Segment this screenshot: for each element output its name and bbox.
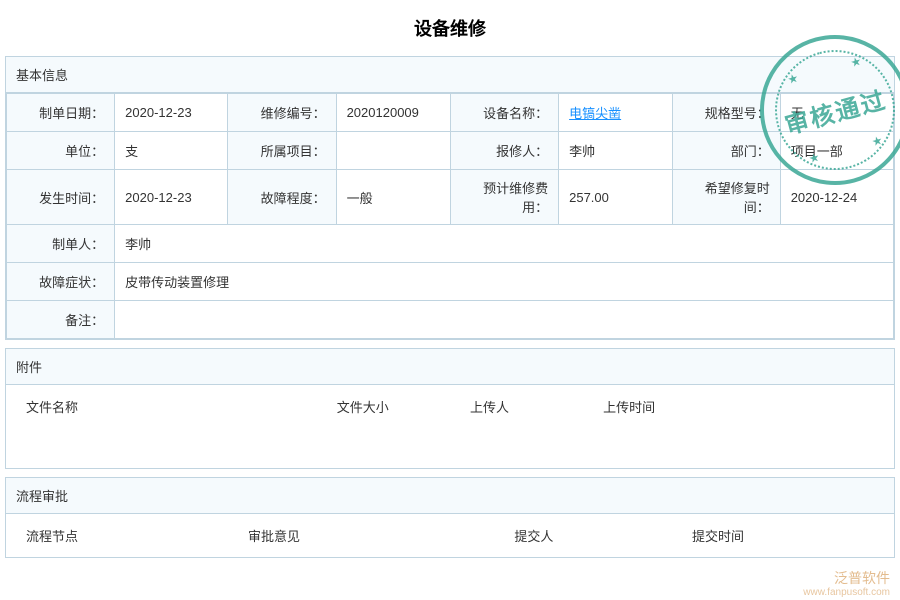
- device-name-link[interactable]: 电镐尖凿: [569, 106, 621, 121]
- approval-section: 流程审批 流程节点 审批意见 提交人 提交时间: [5, 477, 895, 558]
- attachment-columns: 文件名称 文件大小 上传人 上传时间: [6, 385, 894, 428]
- col-filename: 文件名称: [6, 385, 317, 428]
- label-order-date: 制单日期：: [7, 94, 115, 132]
- label-remark: 备注：: [7, 301, 115, 339]
- col-node: 流程节点: [6, 514, 228, 557]
- col-submitter: 提交人: [494, 514, 672, 557]
- label-department: 部门：: [672, 132, 780, 170]
- attachment-body: [6, 428, 894, 468]
- col-opinion: 审批意见: [228, 514, 494, 557]
- value-repair-no: 2020120009: [336, 94, 450, 132]
- col-upload-time: 上传时间: [583, 385, 894, 428]
- label-symptom: 故障症状：: [7, 263, 115, 301]
- label-creator: 制单人：: [7, 225, 115, 263]
- label-project: 所属项目：: [228, 132, 336, 170]
- label-repair-no: 维修编号：: [228, 94, 336, 132]
- basic-info-header: 基本信息: [6, 57, 894, 93]
- value-occur-time: 2020-12-23: [115, 170, 228, 225]
- page-title: 设备维修: [0, 0, 900, 56]
- approval-header: 流程审批: [6, 478, 894, 514]
- basic-info-table: 制单日期： 2020-12-23 维修编号： 2020120009 设备名称： …: [6, 93, 894, 339]
- value-symptom: 皮带传动装置修理: [115, 263, 894, 301]
- label-est-cost: 预计维修费用：: [450, 170, 558, 225]
- value-remark: [115, 301, 894, 339]
- label-unit: 单位：: [7, 132, 115, 170]
- approval-columns: 流程节点 审批意见 提交人 提交时间: [6, 514, 894, 557]
- label-device-name: 设备名称：: [450, 94, 558, 132]
- value-project: [336, 132, 450, 170]
- label-reporter: 报修人：: [450, 132, 558, 170]
- watermark-url: www.fanpusoft.com: [803, 587, 890, 598]
- value-creator: 李帅: [115, 225, 894, 263]
- label-expect-time: 希望修复时间：: [672, 170, 780, 225]
- col-uploader: 上传人: [450, 385, 583, 428]
- attachment-section: 附件 文件名称 文件大小 上传人 上传时间: [5, 348, 895, 469]
- col-filesize: 文件大小: [317, 385, 450, 428]
- watermark-text: 泛普软件: [834, 568, 890, 588]
- value-unit: 支: [115, 132, 228, 170]
- value-fault-level: 一般: [336, 170, 450, 225]
- value-device-name: 电镐尖凿: [559, 94, 672, 132]
- label-occur-time: 发生时间：: [7, 170, 115, 225]
- value-est-cost: 257.00: [559, 170, 672, 225]
- attachment-header: 附件: [6, 349, 894, 385]
- value-reporter: 李帅: [559, 132, 672, 170]
- label-fault-level: 故障程度：: [228, 170, 336, 225]
- value-order-date: 2020-12-23: [115, 94, 228, 132]
- col-submit-time: 提交时间: [672, 514, 894, 557]
